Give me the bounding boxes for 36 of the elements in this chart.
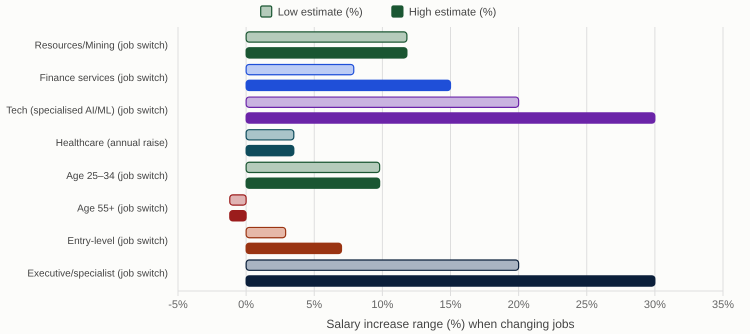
x-tick-label: 25% [576, 299, 598, 311]
bar [246, 129, 294, 141]
x-tick-label: 0% [238, 299, 254, 311]
bar [246, 177, 380, 189]
bar [246, 259, 520, 271]
bar [246, 31, 408, 43]
bar [229, 194, 247, 206]
x-tick-label: 20% [508, 299, 530, 311]
bar [229, 210, 247, 222]
legend-label: High estimate (%) [408, 6, 496, 18]
x-axis-title: Salary increase range (%) when changing jobs [326, 317, 575, 331]
x-tick-label: 30% [644, 299, 666, 311]
x-tick-label: 5% [306, 299, 322, 311]
bar [246, 96, 520, 108]
bar [246, 162, 380, 174]
y-tick-label: Entry-level (job switch) [67, 236, 168, 247]
y-tick-label: Healthcare (annual raise) [56, 138, 168, 150]
legend-label: Low estimate (%) [278, 6, 363, 18]
bar [246, 80, 452, 92]
bar [246, 275, 656, 287]
x-tick-label: -5% [168, 299, 188, 311]
y-tick-label: Age 25–34 (job switch) [66, 170, 168, 182]
y-tick-label: Executive/specialist (job switch) [27, 268, 168, 280]
y-tick-label: Age 55+ (job switch) [77, 203, 168, 214]
bar [246, 47, 408, 59]
bar [246, 242, 342, 254]
x-tick-label: 15% [439, 299, 462, 311]
bar [246, 226, 286, 238]
bar [246, 64, 354, 76]
y-tick-label: Finance services (job switch) [40, 73, 168, 84]
bar [246, 144, 294, 156]
bar [246, 112, 656, 124]
y-tick-label: Tech (specialised AI/ML) (job switch) [6, 106, 168, 117]
y-tick-label: Resources/Mining (job switch) [34, 40, 168, 52]
x-tick-label: 35% [712, 299, 734, 311]
x-tick-label: 10% [371, 299, 394, 311]
